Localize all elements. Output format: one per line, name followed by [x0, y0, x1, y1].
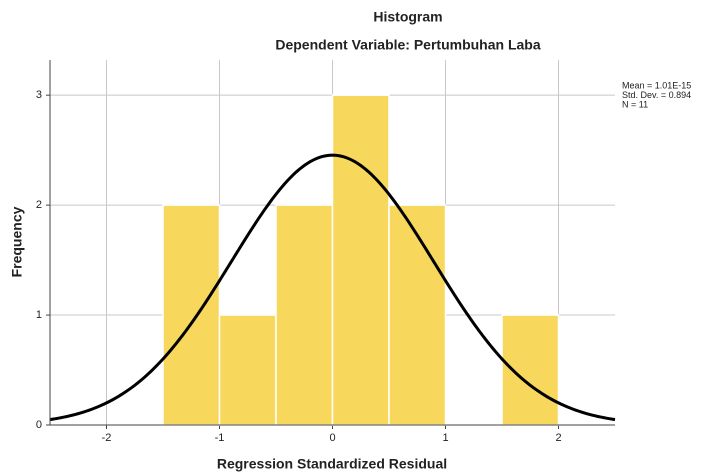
bar — [331, 94, 390, 426]
bar — [501, 314, 560, 426]
x-tick-label: 2 — [555, 432, 561, 444]
stats-label: Mean = 1.01E-15 — [622, 80, 691, 90]
bar — [162, 204, 221, 426]
x-tick-label: -1 — [215, 432, 225, 444]
chart-subtitle: Dependent Variable: Pertumbuhan Laba — [275, 37, 540, 53]
y-tick-label: 0 — [36, 419, 42, 431]
x-tick-label: -2 — [102, 432, 112, 444]
normal-curve — [49, 153, 616, 422]
x-tick-label: 0 — [329, 432, 335, 444]
bar — [388, 204, 447, 426]
stats-label: N = 11 — [622, 99, 648, 109]
stats-label: Std. Dev. = 0.894 — [622, 90, 691, 100]
y-tick-label: 3 — [36, 89, 42, 101]
y-axis-label: Frequency — [9, 206, 25, 277]
x-axis-label: Regression Standardized Residual — [217, 456, 447, 472]
y-tick-label: 2 — [36, 199, 42, 211]
y-tick-label: 1 — [36, 309, 42, 321]
x-tick-label: 1 — [442, 432, 448, 444]
bar — [218, 314, 277, 426]
bar — [275, 204, 334, 426]
chart-title: Histogram — [373, 9, 442, 25]
